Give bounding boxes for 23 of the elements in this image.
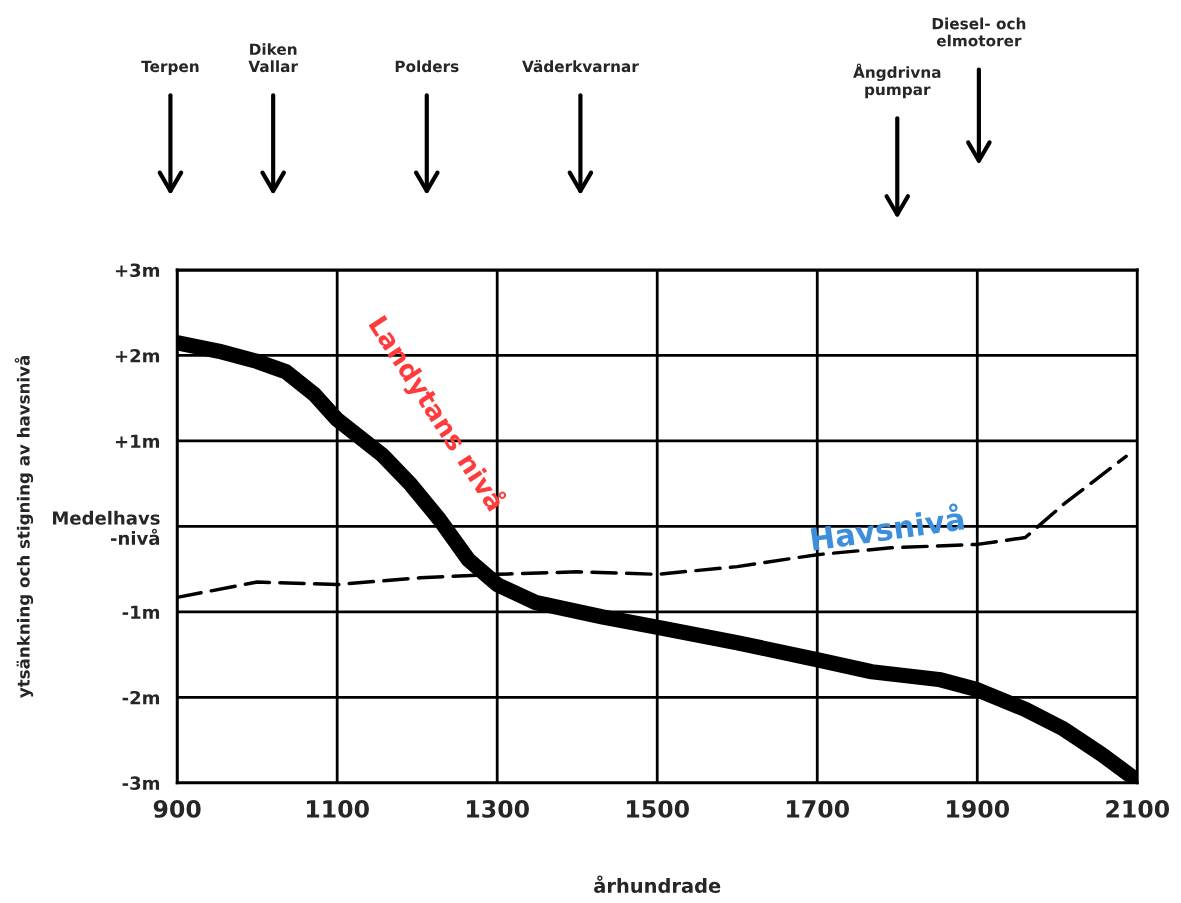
y-tick-label: -1m — [122, 605, 160, 619]
text: Polders — [395, 60, 459, 73]
y-tick-label: +3m — [115, 263, 160, 278]
y-tick-label: -2m — [122, 690, 160, 705]
x-tick-label: 1300 — [467, 799, 529, 818]
x-tick-label: 1900 — [947, 799, 1010, 818]
y-tick-label: Medelhavs -nivå — [53, 510, 160, 546]
y-axis-title: ytsänkning och stigning av havsnivå — [14, 356, 34, 698]
text: Terpen — [141, 60, 199, 76]
text: Havsnivå — [810, 502, 965, 551]
x-tick-label: 2100 — [1106, 799, 1170, 818]
x-tick-label: 900 — [153, 799, 201, 818]
x-axis-title: århundrade — [594, 875, 721, 894]
x-tick-label: 1700 — [787, 799, 849, 818]
y-tick-label: +2m — [115, 348, 160, 363]
x-tick-label: 1100 — [306, 799, 369, 818]
text: Väderkvarnar — [522, 60, 639, 73]
text: Diken Vallar — [248, 43, 298, 73]
y-tick-label: -3m — [122, 776, 160, 791]
y-tick-label: +1m — [115, 434, 160, 448]
x-tick-label: 1500 — [627, 799, 689, 818]
text: Ångdrivna pumpar — [853, 63, 941, 99]
text: Diesel- och elmotorer — [932, 17, 1026, 47]
